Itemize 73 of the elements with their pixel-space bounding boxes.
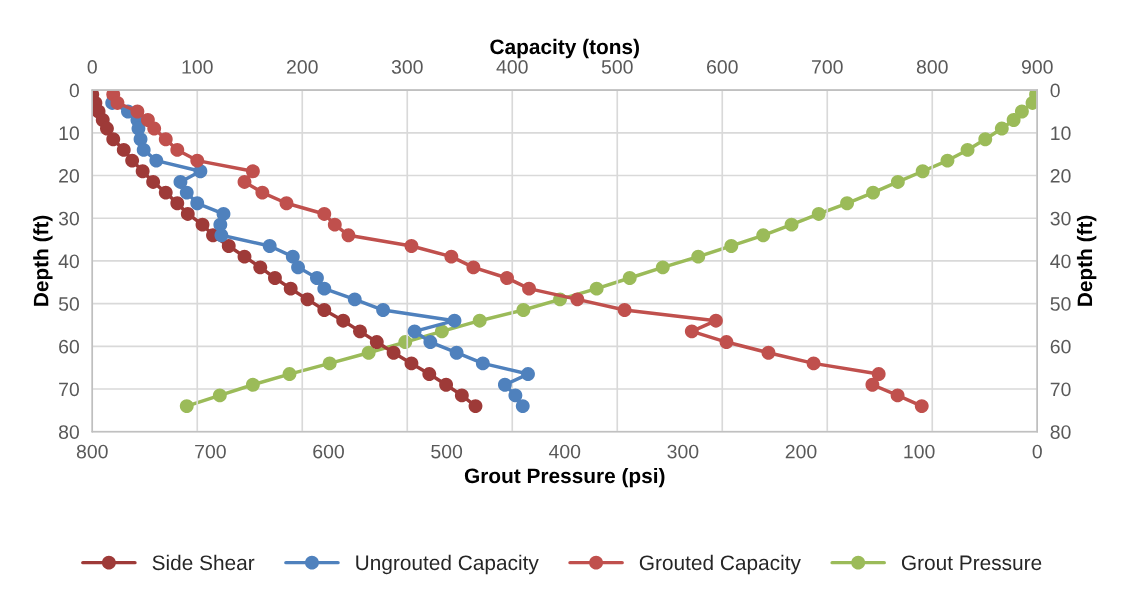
- x-tick-label: 500: [431, 444, 463, 459]
- x2-tick-label: 100: [182, 60, 213, 74]
- x-axis-title: Grout Pressure (psi): [464, 467, 665, 488]
- x2-tick-label: 200: [287, 60, 318, 74]
- x2-tick-label: 0: [87, 60, 97, 74]
- y2-axis-title: Depth (ft): [1076, 215, 1097, 306]
- y-tick-label: 70: [59, 382, 79, 397]
- x2-tick-label: 400: [496, 60, 528, 74]
- point: [866, 185, 880, 200]
- x-tick-label: 300: [667, 444, 699, 459]
- y-axis-title: Depth (ft): [33, 215, 53, 306]
- legend-label: Ungrouted Capacity: [356, 554, 539, 575]
- x2-tick-label: 800: [916, 60, 948, 74]
- x2-axis-title: Capacity (tons): [490, 38, 639, 59]
- x2-tick-label: 500: [601, 60, 633, 74]
- point: [589, 281, 604, 296]
- point: [978, 132, 993, 147]
- legend-label: Grout Pressure: [901, 555, 1042, 571]
- point: [960, 142, 975, 157]
- x-tick-label: 200: [785, 444, 817, 459]
- y-tick-label: 50: [58, 297, 79, 311]
- point: [516, 303, 531, 317]
- y2-tick-label: 80: [1050, 425, 1071, 439]
- point: [940, 153, 955, 168]
- x2-tick-label: 900: [1021, 60, 1053, 74]
- x-tick-label: 700: [195, 444, 226, 459]
- point: [1006, 113, 1021, 127]
- point: [622, 271, 637, 285]
- y2-tick-label: 50: [1050, 297, 1071, 311]
- point: [811, 207, 826, 221]
- y-tick-label: 40: [58, 254, 79, 269]
- x2-tick-label: 600: [707, 60, 738, 74]
- point: [840, 196, 855, 211]
- point: [724, 239, 739, 253]
- point: [655, 260, 670, 275]
- point: [1014, 104, 1029, 119]
- y2-tick-label: 10: [1051, 126, 1071, 141]
- y2-tick-label: 20: [1050, 169, 1071, 183]
- point: [322, 356, 337, 371]
- point: [282, 367, 297, 382]
- point: [179, 399, 194, 414]
- y-tick-label: 80: [58, 425, 79, 439]
- x-tick-label: 600: [313, 444, 344, 459]
- x-tick-label: 800: [76, 444, 108, 459]
- y-tick-label: 20: [59, 169, 79, 183]
- x-tick-label: 400: [548, 444, 581, 459]
- x2-tick-label: 300: [391, 60, 423, 74]
- y-tick-label: 30: [58, 211, 79, 226]
- legend-label: Grouted Capacity: [639, 554, 801, 575]
- point: [472, 313, 487, 328]
- point: [434, 324, 449, 339]
- y-tick-label: 60: [59, 339, 79, 354]
- point: [756, 228, 771, 243]
- y-tick-label: 0: [69, 83, 79, 98]
- point: [361, 345, 376, 360]
- point: [245, 377, 260, 392]
- y2-tick-label: 0: [1050, 83, 1060, 98]
- point: [691, 249, 706, 264]
- x-tick-label: 100: [904, 444, 935, 459]
- point: [212, 388, 227, 403]
- y2-tick-label: 30: [1050, 211, 1071, 226]
- point: [915, 164, 930, 179]
- x-tick-label: 0: [1032, 444, 1042, 459]
- y-tick-label: 10: [59, 126, 79, 141]
- point: [1025, 96, 1038, 110]
- point: [890, 174, 905, 189]
- y2-tick-label: 70: [1050, 382, 1071, 397]
- legend-label: Side Shear: [152, 554, 255, 571]
- y2-tick-label: 60: [1050, 339, 1071, 354]
- point: [994, 121, 1009, 136]
- y2-tick-label: 40: [1050, 254, 1071, 269]
- point: [784, 217, 799, 232]
- x2-tick-label: 700: [812, 60, 843, 74]
